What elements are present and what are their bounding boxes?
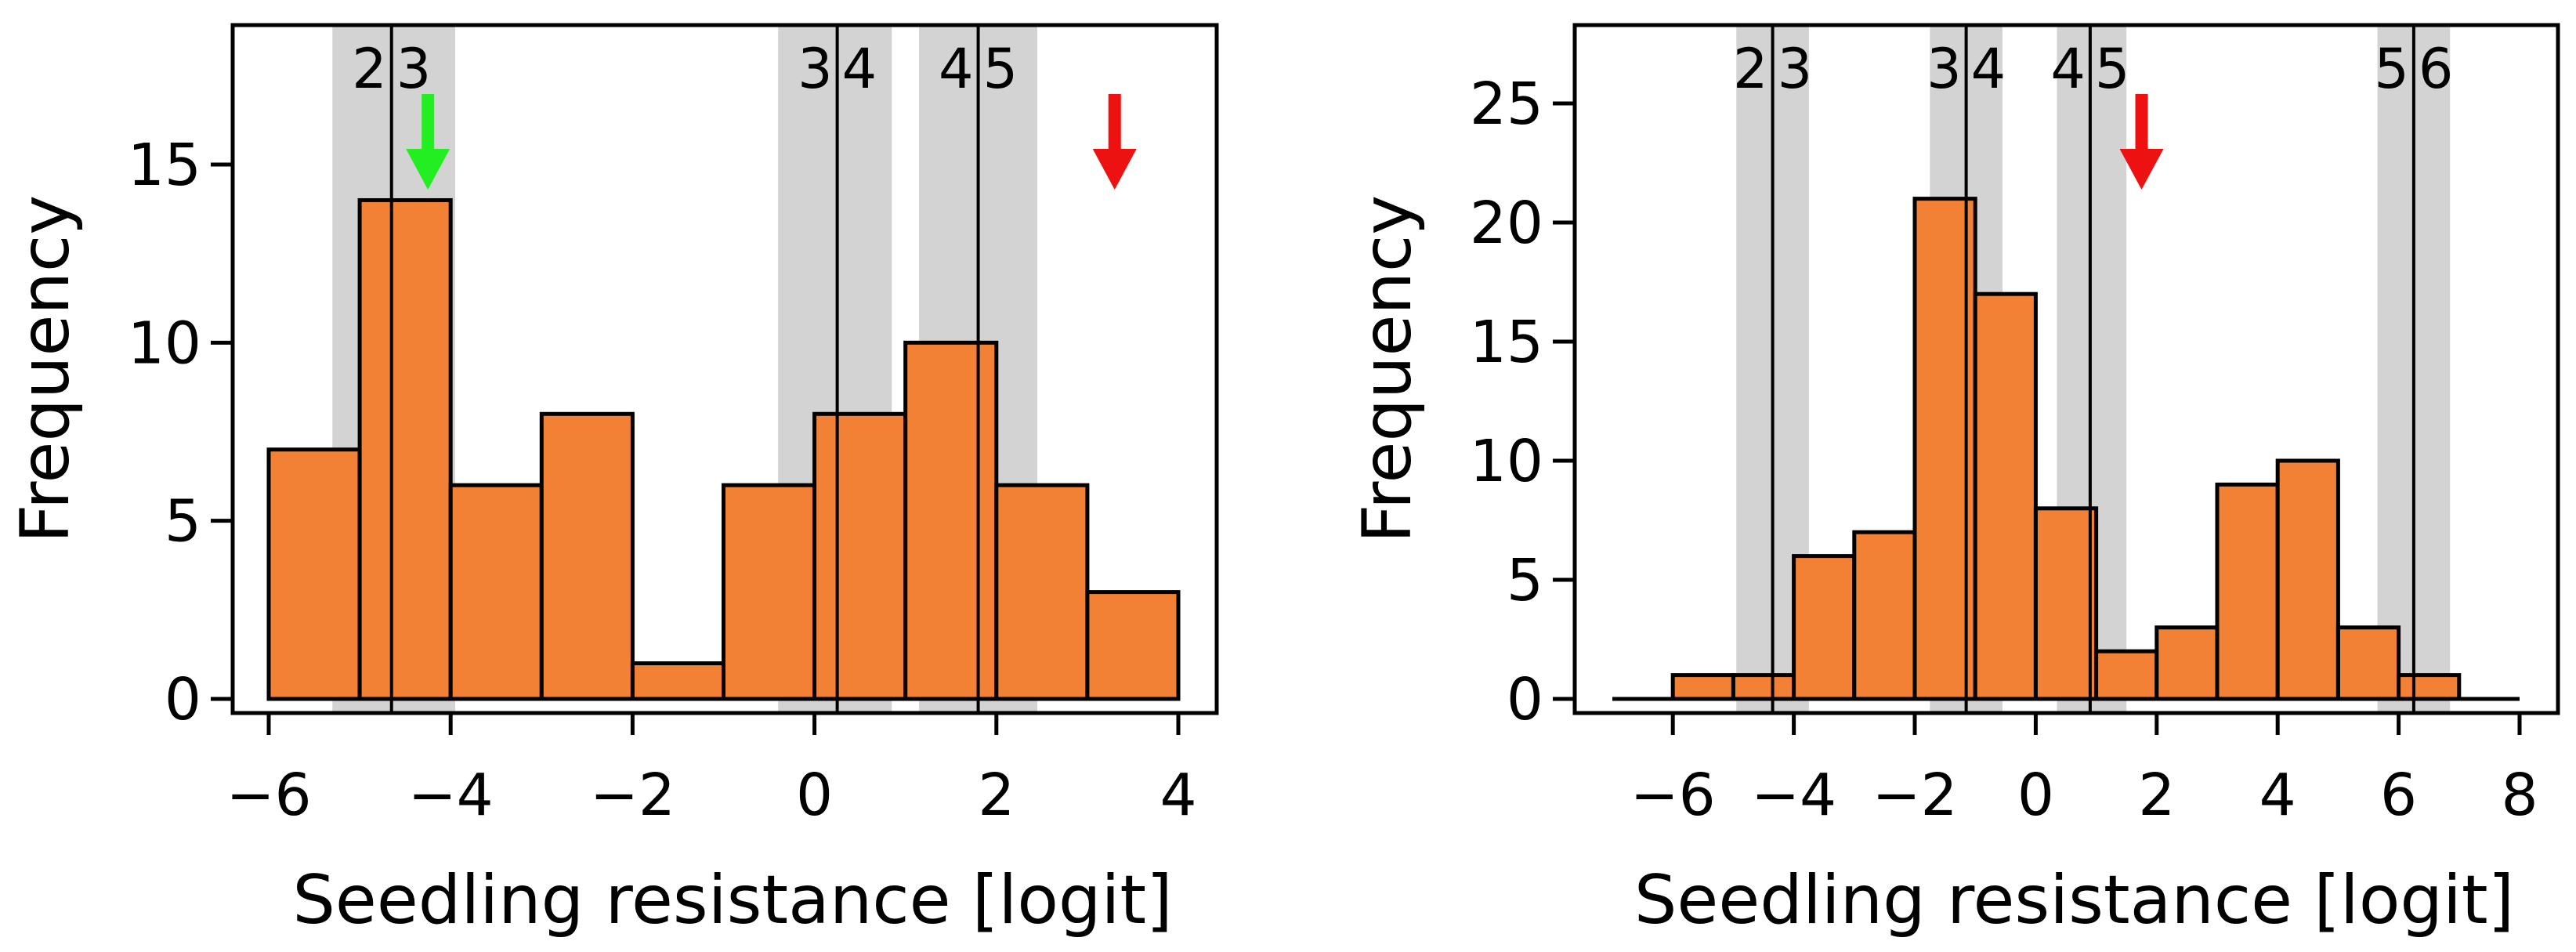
- histogram-bar: [630, 661, 726, 701]
- x-tick-label: −4: [1751, 762, 1836, 829]
- histogram-bar: [448, 483, 544, 701]
- histogram-bar: [2033, 506, 2099, 701]
- y-tick-label: 25: [1470, 71, 1543, 138]
- x-tick-label: −4: [408, 762, 494, 829]
- histogram-bar: [2335, 625, 2401, 701]
- threshold-label-right: 3: [396, 37, 432, 101]
- x-tick-label: −6: [226, 762, 311, 829]
- y-tick-label: 10: [128, 309, 201, 377]
- histogram-bar: [1085, 590, 1181, 701]
- threshold-label-right: 3: [1778, 37, 1813, 101]
- y-axis-label: Frequency: [1348, 195, 1427, 543]
- threshold-label-left: 5: [2374, 37, 2409, 101]
- y-tick-label: 20: [1470, 190, 1543, 257]
- y-axis-label: Frequency: [6, 195, 85, 543]
- histogram-bar: [722, 483, 817, 701]
- x-axis-label: Seedling resistance [logit]: [292, 861, 1172, 939]
- plot-area: [1612, 25, 2520, 713]
- threshold-label-right: 5: [2095, 37, 2130, 101]
- threshold-label-left: 4: [2050, 37, 2086, 101]
- x-tick-label: 2: [978, 762, 1015, 829]
- x-tick-label: −2: [590, 762, 675, 829]
- plot-area: [266, 25, 1181, 713]
- histogram-bar: [1792, 554, 1857, 701]
- x-tick-label: 4: [1160, 762, 1196, 829]
- x-tick-label: 0: [2017, 762, 2054, 829]
- histogram-bar: [357, 197, 453, 701]
- plot-frame: [230, 23, 1219, 715]
- threshold-label-left: 2: [1733, 37, 1768, 101]
- arrow-head: [406, 149, 450, 190]
- y-tick-label: 15: [1470, 309, 1543, 376]
- threshold-label-left: 4: [939, 37, 974, 101]
- x-tick-label: 4: [2259, 762, 2296, 829]
- histogram-bar: [1973, 291, 2038, 701]
- y-tick-label: 5: [165, 488, 201, 556]
- x-tick-label: 6: [2380, 762, 2417, 829]
- plot-frame: [1572, 23, 2560, 715]
- threshold-label-right: 4: [842, 37, 877, 101]
- histogram-bar: [1852, 530, 1917, 701]
- threshold-label-left: 3: [1927, 37, 1962, 101]
- threshold-label-right: 6: [2419, 37, 2454, 101]
- arrow-head: [1092, 149, 1137, 190]
- histogram-bar: [2155, 625, 2220, 701]
- x-axis-label: Seedling resistance [logit]: [1634, 861, 2514, 939]
- threshold-label-left: 2: [352, 37, 387, 101]
- x-tick-label: 0: [796, 762, 833, 829]
- histogram-bar: [2094, 649, 2159, 701]
- x-tick-label: −6: [1630, 762, 1716, 829]
- threshold-label-left: 3: [798, 37, 833, 101]
- histogram-bar: [1670, 673, 1735, 701]
- histogram-bar: [994, 483, 1090, 701]
- y-tick-label: 5: [1507, 547, 1543, 614]
- histogram-bar: [1731, 673, 1796, 701]
- histogram-bar: [812, 411, 908, 701]
- histogram-bar: [2275, 458, 2340, 701]
- y-tick-label: 0: [165, 666, 201, 733]
- threshold-label-right: 4: [1971, 37, 2006, 101]
- x-tick-label: 2: [2138, 762, 2175, 829]
- x-tick-label: 8: [2501, 762, 2538, 829]
- histogram-bar: [903, 340, 999, 701]
- x-tick-label: −2: [1872, 762, 1957, 829]
- histogram-bar: [266, 447, 362, 701]
- histogram-bar: [539, 411, 635, 701]
- y-tick-label: 0: [1507, 666, 1543, 733]
- histogram-bar: [2215, 482, 2280, 701]
- arrow-head: [2119, 149, 2164, 190]
- histogram-bar: [2397, 673, 2462, 701]
- threshold-label-right: 5: [983, 37, 1018, 101]
- y-tick-label: 10: [1470, 428, 1543, 495]
- y-tick-label: 15: [128, 132, 201, 199]
